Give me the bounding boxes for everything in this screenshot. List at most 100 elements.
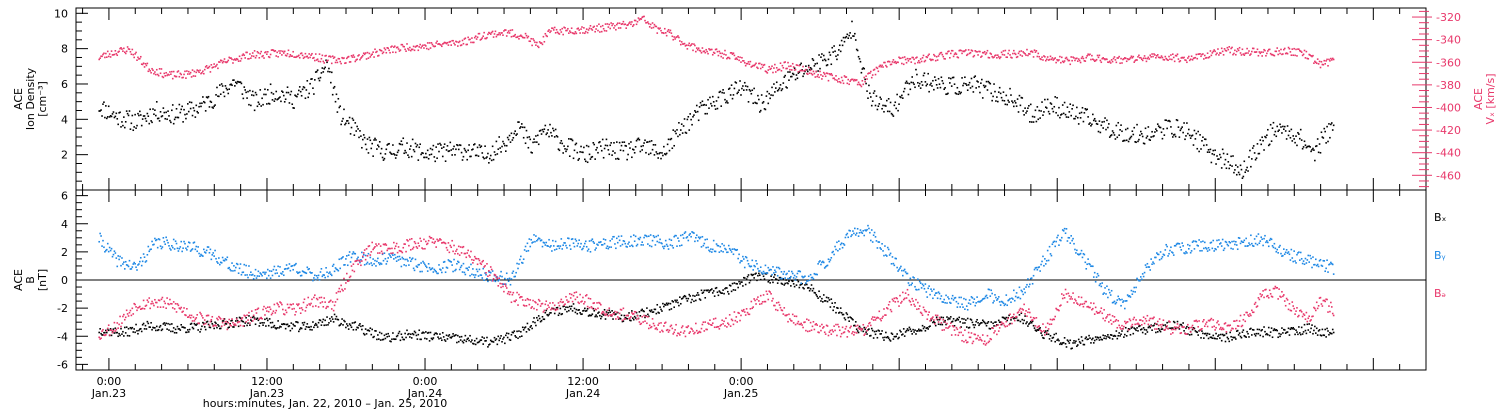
vx-series-point	[736, 58, 739, 61]
bx-series-point	[912, 328, 914, 331]
vx-series-point	[1241, 48, 1244, 51]
ion-density-series-point	[318, 79, 321, 82]
bx-series-point	[595, 314, 597, 316]
vx-series-point	[561, 27, 564, 30]
bx-series-point	[1230, 335, 1232, 338]
ion-density-series-point	[1081, 106, 1084, 109]
by-series-point	[588, 240, 591, 242]
by-series-point	[480, 274, 483, 277]
vx-series-point	[1075, 57, 1077, 60]
bx-series-point	[751, 274, 754, 277]
vx-series-point	[892, 59, 895, 61]
by-series-point	[205, 249, 208, 252]
ion-density-series-point	[769, 97, 771, 100]
by-series-point	[692, 231, 694, 234]
bx-series-point	[1000, 323, 1003, 326]
bx-series-point	[1113, 334, 1116, 337]
ion-density-series-point	[1299, 128, 1302, 131]
vx-series-point	[832, 77, 834, 80]
by-series-point	[537, 237, 540, 239]
ion-density-series-point	[478, 144, 481, 146]
bx-series-point	[1135, 329, 1137, 332]
vx-series-point	[1020, 50, 1023, 52]
vx-series-point	[278, 50, 280, 52]
bx-series-point	[496, 343, 499, 346]
by-series-point	[389, 254, 391, 257]
vx-series-point	[517, 35, 519, 38]
bx-series-point	[105, 331, 108, 334]
ion-density-series-point	[530, 151, 532, 154]
vx-series-point	[931, 58, 933, 61]
ion-density-series-point	[984, 85, 987, 87]
ion-density-series-point	[282, 91, 284, 93]
vx-series-point	[1047, 59, 1050, 61]
ion-density-series-point	[296, 95, 298, 98]
vx-series-point	[1040, 58, 1042, 61]
vx-series-point	[201, 72, 203, 74]
by-series-point	[619, 245, 622, 247]
vx-series-point	[900, 57, 902, 59]
bx-series-point	[1098, 339, 1101, 341]
by-series-point	[248, 265, 250, 267]
bx-series-point	[864, 328, 866, 331]
ion-density-series-point	[475, 154, 478, 157]
vx-series-point	[185, 77, 187, 79]
vx-series-point	[1149, 54, 1152, 57]
bx-series-point	[999, 321, 1002, 323]
bx-series-point	[909, 328, 912, 330]
by-series-point	[507, 280, 510, 282]
by-series-point	[203, 251, 206, 253]
ion-density-series-point	[201, 102, 203, 105]
vx-series-point	[1240, 54, 1243, 56]
vx-series-point	[648, 26, 651, 28]
ion-density-series-point	[396, 151, 399, 154]
vx-series-point	[786, 67, 788, 70]
ion-density-series-point	[112, 111, 115, 113]
ion-density-series-point	[376, 148, 378, 150]
by-series-point	[350, 256, 353, 259]
ion-density-series-point	[690, 118, 692, 121]
ion-density-series-point	[1292, 135, 1295, 137]
bx-series-point	[933, 320, 935, 323]
ion-density-series-point	[917, 85, 920, 87]
ion-density-series-point	[839, 50, 842, 53]
ion-density-series-point	[118, 112, 120, 114]
ion-density-series-point	[633, 151, 636, 154]
bx-series-point	[410, 337, 413, 339]
ion-density-series-point	[441, 147, 443, 150]
ion-density-series-point	[1202, 136, 1204, 139]
vx-series-point	[1112, 57, 1115, 60]
vx-series-point	[1109, 62, 1112, 64]
by-series-point	[787, 277, 789, 280]
by-series-point	[779, 277, 782, 280]
vx-series-point	[782, 66, 785, 69]
bx-series-point	[398, 330, 401, 333]
ion-density-series-point	[876, 108, 879, 111]
ion-density-series-point	[989, 82, 992, 85]
by-series-point	[210, 258, 213, 261]
by-series-point	[283, 268, 286, 270]
vx-series-point	[805, 68, 807, 71]
ion-density-series-point	[137, 112, 139, 115]
bx-series-point	[961, 317, 963, 320]
bx-series-point	[513, 330, 516, 332]
bx-series-point	[1112, 335, 1115, 337]
by-series-point	[490, 279, 493, 282]
ion-density-series-point	[874, 104, 877, 107]
by-series-point	[383, 252, 386, 254]
ion-density-series-point	[1283, 125, 1286, 128]
ion-density-series-point	[1112, 131, 1115, 134]
ion-density-series-point	[1076, 116, 1079, 119]
bx-series-point	[1202, 332, 1204, 335]
bx-series-point	[923, 326, 926, 328]
ion-density-series-point	[502, 140, 504, 143]
vx-series-point	[113, 53, 116, 56]
by-series-point	[548, 238, 550, 241]
vx-series-point	[1206, 52, 1209, 55]
ion-density-series-point	[990, 92, 993, 95]
vx-series-point	[833, 77, 835, 79]
by-series-point	[408, 264, 410, 266]
ion-density-series-point	[747, 101, 750, 103]
ion-density-series-point	[413, 150, 416, 153]
vx-series-point	[940, 51, 943, 54]
